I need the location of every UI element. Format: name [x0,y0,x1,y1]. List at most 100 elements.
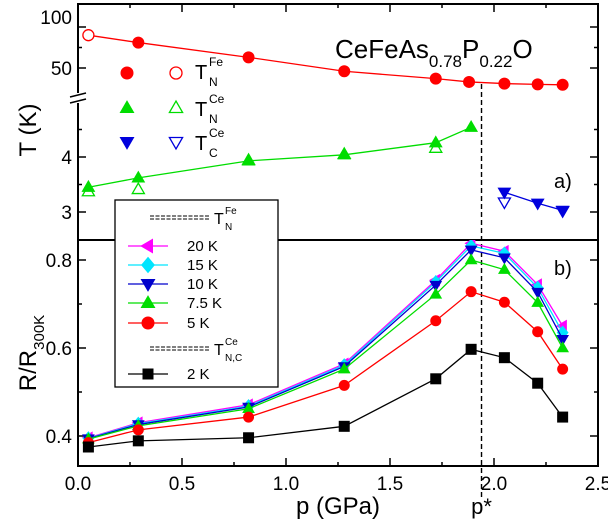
svg-text:C: C [209,146,218,160]
data-point [465,343,477,355]
data-point-TN_Ce [428,135,443,148]
data-point-TN_Ce [81,179,96,192]
y-axis-label-b: R/R300K [15,315,48,391]
data-point-TN_Fe [531,78,544,91]
data-point [464,245,478,257]
axis-ticks [77,4,599,466]
legend-item: 7.5 K [128,295,222,312]
x-tick-label: 2.5 [585,474,608,495]
legend-marker-open [169,66,183,80]
x-tick-label: 1.5 [377,474,403,495]
svg-text:Ce: Ce [209,92,225,106]
data-point-TC_Ce [530,198,545,211]
legend-item-tc-ce: T Ce C [119,126,225,160]
data-point [132,424,144,436]
data-point [532,326,544,338]
y-tick-label: 0.4 [46,427,73,448]
legend-marker [140,238,153,254]
svg-text:N: N [225,222,232,233]
panel-label-b: b) [554,258,572,280]
data-point [556,334,570,346]
data-point-TN_Ce [131,170,146,183]
x-tick-label: 2.0 [481,474,507,495]
data-point [243,432,255,444]
data-point-TC_Ce [497,187,512,200]
legend-label: 7.5 K [187,295,222,312]
y-tick-label: 50 [51,59,72,80]
legend-header-tn-fe: T Fe N [150,206,237,233]
data-point [531,287,545,299]
y-axis-label-a: T (K) [15,104,42,157]
data-point [531,295,545,307]
x-tick-label: 0.5 [169,474,195,495]
data-point-open-TN_Ce [131,181,146,195]
data-point-TN_Fe [242,51,255,64]
legend-marker [140,279,156,292]
data-point [465,286,477,298]
data-point [337,362,351,374]
x-tick-label: 0.0 [65,474,91,495]
legend-item: 10 K [128,276,218,293]
svg-text:N,C: N,C [225,353,242,364]
data-point-TN_Fe [498,77,511,90]
legend-marker [142,368,154,380]
data-point [532,377,544,389]
data-point [429,280,443,292]
legend-label: 20 K [187,238,218,255]
data-point [498,296,510,308]
data-point [430,315,442,327]
data-point-TN_Fe [132,36,145,49]
data-point [498,262,511,274]
legend-marker [141,316,155,330]
fit-line-TN_Ce [88,126,472,188]
legend-label: 5 K [187,315,210,332]
legend-panel-b: T Fe N 20 K 15 K 10 K 7.5 K 5 K 2 K T Ce N,C [114,199,279,388]
data-point [430,373,442,385]
data-point-TN_Ce [241,153,256,166]
panel-a-plot [81,29,570,219]
data-point [132,435,144,447]
data-point [556,341,570,353]
axis-break-mark [69,92,87,104]
legend-marker [140,295,156,308]
p-star-label: p* [471,494,492,519]
legend-marker-filled [119,100,135,113]
legend-marker [141,256,155,274]
data-point-TN_Fe [338,65,351,78]
svg-text:Ce: Ce [225,337,238,348]
data-point-TN_Ce [337,147,352,160]
y-tick-label: 0.6 [46,339,72,360]
legend-label: 10 K [187,276,218,293]
legend-item: 2 K [128,366,210,383]
svg-text:T: T [214,211,224,228]
data-point-TN_Fe [556,78,569,91]
legend-item: 20 K [128,238,218,255]
data-point-TN_Fe [429,72,442,85]
legend-item: 15 K [128,256,218,274]
data-point [498,352,510,364]
data-point [429,287,443,299]
legend-item-tn-fe: T Fe N [120,55,223,89]
data-point [338,420,350,432]
data-point [557,411,569,423]
data-point [82,441,94,453]
y-tick-label: 100 [40,8,72,29]
data-point-open-TC_Ce [497,197,512,210]
y-tick-label: 0.8 [46,251,72,272]
data-point-TN_Fe [463,75,476,88]
data-point-open-TN_Fe [82,29,95,42]
data-point [464,253,478,265]
x-tick-label: 1.0 [273,474,299,495]
legend-label: 2 K [187,366,210,383]
panel-b-plot [81,240,570,453]
x-tick-labels: 0.0 0.5 1.0 1.5 2.0 2.5 [65,474,608,495]
x-axis-label: p (GPa) [296,493,380,520]
data-point-TC_Ce [555,205,570,218]
y-tick-label: 3 [61,203,72,224]
data-point-TN_Ce [464,119,479,132]
svg-text:Fe: Fe [225,206,237,217]
legend-marker-open [168,136,184,151]
svg-text:Fe: Fe [209,55,223,69]
legend-marker-open [168,99,184,114]
legend-item: 5 K [128,315,210,332]
